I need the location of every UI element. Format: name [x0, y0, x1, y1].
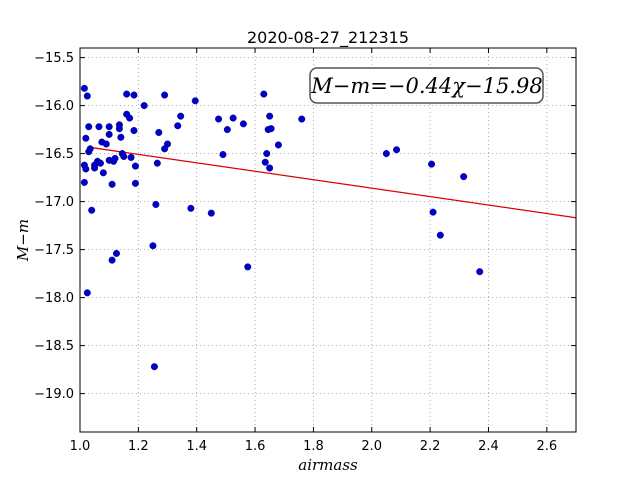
x-axis-label: airmass [298, 456, 358, 474]
data-point [149, 242, 157, 250]
y-tick-label: −17.0 [34, 195, 74, 210]
x-tick-label: 2.6 [536, 439, 557, 454]
axis-ticks [79, 48, 576, 432]
data-point [152, 200, 160, 208]
y-tick-label: −16.0 [34, 99, 74, 114]
y-axis-label: M−m [14, 219, 32, 262]
data-point [102, 140, 110, 148]
data-point [161, 91, 169, 99]
x-tick-label: 2.4 [478, 439, 499, 454]
fit-line-group [88, 146, 576, 219]
y-tick-labels: −15.5 −16.0 −16.5 −17.0 −17.5 −18.0 −18.5 −19.0 [34, 51, 74, 402]
fit-equation-text: M−m=−0.44χ−15.98 [310, 74, 542, 98]
data-point [460, 173, 468, 181]
fit-line [88, 146, 576, 219]
plot-frame [79, 47, 577, 433]
data-point [153, 159, 161, 167]
data-point [127, 153, 135, 161]
data-point [266, 164, 274, 172]
data-point [261, 158, 269, 166]
data-point [140, 102, 148, 110]
data-point [96, 159, 104, 167]
data-point [274, 141, 282, 149]
x-tick-labels: 1.0 1.2 1.4 1.6 1.8 2.0 2.2 2.4 2.6 [70, 439, 558, 454]
y-tick-label: −18.5 [34, 339, 74, 354]
data-point [95, 123, 103, 131]
y-tick-label: −19.0 [34, 387, 74, 402]
data-point [80, 84, 88, 92]
chart-title: 2020-08-27_212315 [247, 28, 409, 48]
data-point [85, 123, 93, 131]
data-point [150, 363, 158, 371]
data-point [266, 112, 274, 120]
data-point [239, 120, 247, 128]
data-point [177, 112, 185, 120]
data-points [80, 84, 484, 371]
data-point [155, 128, 163, 136]
data-point [429, 208, 437, 216]
data-point [83, 92, 91, 100]
data-point [130, 127, 138, 135]
data-point [131, 162, 139, 170]
data-point [112, 249, 120, 257]
data-point [164, 140, 172, 148]
data-point [108, 180, 116, 188]
data-point [83, 289, 91, 297]
data-point [215, 115, 223, 123]
data-point [131, 179, 139, 187]
y-tick-label: −15.5 [34, 51, 74, 66]
x-tick-label: 1.8 [303, 439, 324, 454]
data-point [105, 123, 113, 131]
data-point [298, 115, 306, 123]
data-point [123, 90, 131, 98]
data-point [428, 160, 436, 168]
data-point [82, 165, 90, 173]
x-tick-label: 1.4 [186, 439, 207, 454]
data-point [267, 125, 275, 133]
data-point [393, 146, 401, 154]
data-point [187, 204, 195, 212]
x-tick-label: 2.2 [420, 439, 441, 454]
data-point [91, 164, 99, 172]
data-point [88, 206, 96, 214]
fit-equation-box: M−m=−0.44χ−15.98 [309, 67, 544, 104]
data-point [130, 91, 138, 99]
data-point [111, 154, 119, 162]
data-point [260, 90, 268, 98]
data-point [174, 122, 182, 130]
data-point [476, 268, 484, 276]
data-point [244, 263, 252, 271]
data-point [105, 130, 113, 138]
data-point [436, 231, 444, 239]
data-point [117, 133, 125, 141]
x-tick-label: 2.0 [361, 439, 382, 454]
data-point [229, 114, 237, 122]
data-point [99, 169, 107, 177]
data-point [263, 150, 271, 158]
data-point [223, 126, 231, 134]
grid-lines [79, 48, 576, 432]
y-tick-label: −16.5 [34, 147, 74, 162]
data-point [219, 151, 227, 159]
data-point [108, 256, 116, 264]
x-tick-label: 1.0 [70, 439, 91, 454]
x-tick-label: 1.2 [128, 439, 149, 454]
data-point [115, 125, 123, 133]
x-tick-label: 1.6 [245, 439, 266, 454]
y-tick-label: −18.0 [34, 291, 74, 306]
data-point [126, 114, 134, 122]
data-point [191, 97, 199, 105]
data-point [80, 178, 88, 186]
data-point [120, 152, 128, 160]
y-tick-label: −17.5 [34, 243, 74, 258]
data-point [207, 209, 215, 217]
data-point [382, 150, 390, 158]
data-point [82, 134, 90, 142]
data-point [86, 145, 94, 153]
